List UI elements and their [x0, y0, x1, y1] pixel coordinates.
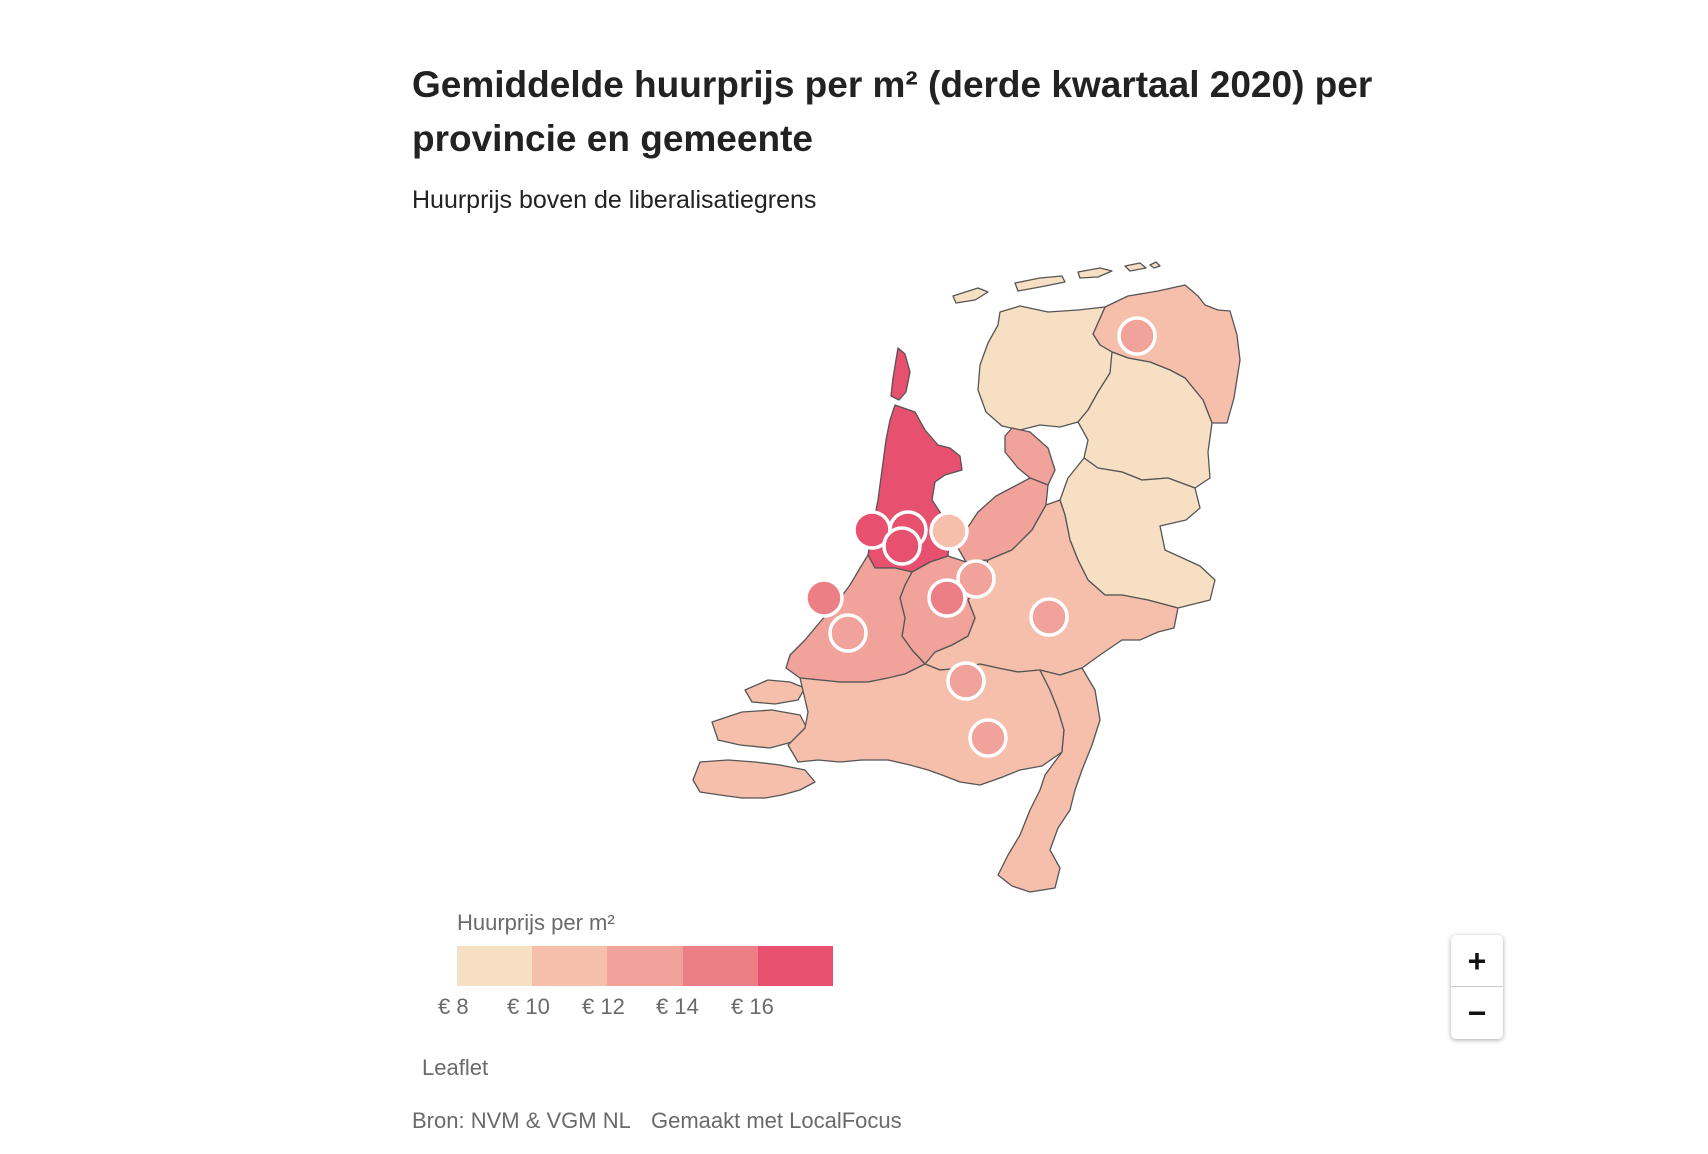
page-title: Gemiddelde huurprijs per m² (derde kwart… — [412, 64, 1373, 159]
wadden-island-rottumeroog — [1149, 261, 1161, 269]
zoom-control: + − — [1451, 935, 1503, 1039]
province-flevoland — [1004, 427, 1056, 486]
city-marker-apeldoorn[interactable] — [1029, 597, 1069, 637]
legend-swatch — [607, 946, 683, 986]
province-noord-brabant — [787, 663, 1065, 786]
footer-source: Bron: NVM & VGM NL Gemaakt met LocalFocu… — [412, 1108, 916, 1134]
wadden-island-terschelling — [1014, 275, 1066, 292]
legend-tick: € 16 — [731, 994, 774, 1019]
city-marker-leeuwarden-groningen[interactable] — [1117, 316, 1157, 356]
source-text: Bron: NVM & VGM NL — [412, 1108, 631, 1133]
zoom-in-button[interactable]: + — [1451, 935, 1503, 987]
city-marker-den-haag[interactable] — [804, 578, 844, 618]
province-limburg — [997, 667, 1101, 893]
made-with-link[interactable]: Gemaakt met LocalFocus — [650, 1108, 902, 1133]
leaflet-attribution-link[interactable]: Leaflet — [422, 1055, 489, 1080]
wadden-island-texel — [890, 347, 911, 401]
legend-tick: € 8 — [438, 994, 469, 1019]
city-marker-eindhoven[interactable] — [968, 718, 1008, 758]
city-marker-utrecht[interactable] — [927, 578, 967, 618]
city-marker-amstelveen[interactable] — [882, 526, 922, 566]
legend-title: Huurprijs per m² — [457, 910, 615, 935]
legend-swatch — [532, 946, 608, 986]
legend-swatch — [682, 946, 758, 986]
wadden-island-vlieland — [952, 287, 989, 304]
wadden-island-schiermonnikoog — [1124, 262, 1147, 272]
province-zeeland-south — [692, 759, 816, 799]
page-subtitle: Huurprijs boven de liberalisatiegrens — [412, 186, 817, 214]
city-marker-almere[interactable] — [929, 511, 969, 551]
city-marker-amersfoort[interactable] — [956, 559, 996, 599]
legend-swatch — [457, 946, 533, 986]
province-zeeland-north — [744, 679, 806, 705]
city-marker-rotterdam[interactable] — [828, 613, 868, 653]
legend-tick: € 12 — [582, 994, 625, 1019]
legend-swatch — [757, 946, 834, 986]
zoom-out-button[interactable]: − — [1467, 995, 1487, 1031]
wadden-island-ameland — [1077, 267, 1113, 279]
legend-tick: € 14 — [656, 994, 699, 1019]
city-marker-den-bosch[interactable] — [946, 661, 986, 701]
legend-tick: € 10 — [507, 994, 550, 1019]
legend-color-bar — [457, 946, 834, 986]
